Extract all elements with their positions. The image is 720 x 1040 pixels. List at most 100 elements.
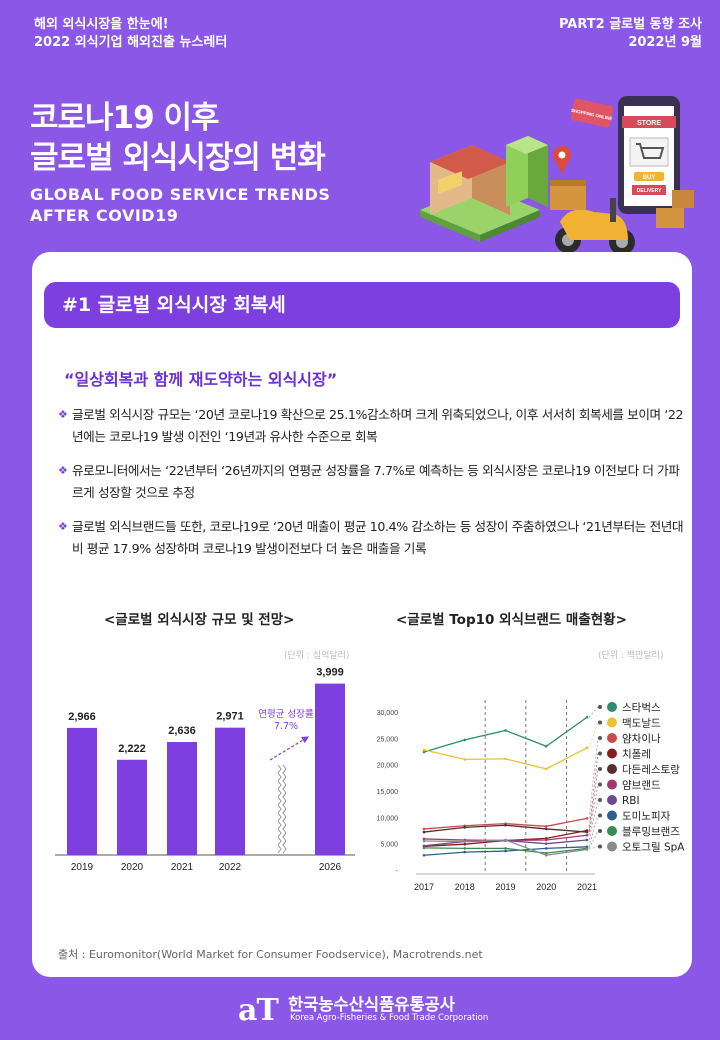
data-point (504, 849, 507, 853)
brand-sales-chart-title: <글로벌 Top10 외식브랜드 매출현황> (396, 612, 627, 628)
x-tick-label: 2021 (577, 882, 597, 892)
part-label: PART2 글로벌 동향 조사 (558, 17, 702, 32)
data-point (463, 758, 467, 761)
subtitle-line-1: GLOBAL FOOD SERVICE TRENDS (30, 185, 331, 204)
legend-dot (598, 705, 602, 709)
series-line-1 (423, 716, 588, 753)
y-tick-label: 5,000 (380, 842, 398, 849)
subtitle-line-2: AFTER COVID19 (30, 206, 179, 225)
brand-logo-icon (607, 795, 617, 805)
bar-value-label: 2,636 (168, 725, 196, 737)
legend-entry: 스타벅스 (622, 702, 661, 714)
legend-leader-line (588, 706, 599, 718)
y-tick-label: 10,000 (377, 815, 399, 822)
data-point (504, 838, 507, 842)
market-size-bar-chart: 2,966 2019 2,222 2020 2,636 2021 2,971 2022 3,99… (55, 667, 355, 873)
diamond-bullet-icon: ❖ (58, 520, 68, 533)
data-point (544, 744, 548, 748)
data-point (585, 817, 589, 820)
title-line-1: 코로나19 이후 (30, 100, 220, 136)
brand-sales-line-chart: 30,000 25,000 20,000 15,000 10,000 5,000 - 2017… (377, 700, 685, 892)
brand-logo-icon (607, 702, 617, 712)
cagr-arrow (269, 736, 310, 761)
bar-2020 (117, 759, 147, 855)
legend-entry: 오토그릴 SpA (622, 841, 685, 854)
data-point (504, 729, 507, 732)
data-point (585, 830, 589, 834)
x-tick-label: 2020 (121, 862, 144, 873)
data-point (504, 757, 507, 761)
legend-leader-line (588, 768, 599, 833)
legend-leader-line (588, 799, 599, 841)
bullet-text: 글로벌 외식시장 규모는 ‘20년 코로나19 확산으로 25.1%감소하며 크… (72, 407, 684, 444)
store-sign: STORE (637, 120, 661, 127)
data-point (504, 823, 507, 827)
bullet-item: ❖ 유로모니터에서는 ‘22년부터 ‘26년까지의 연평균 성장률을 7.7%로… (58, 460, 688, 504)
title-line-2: 글로벌 외식시장의 변화 (30, 140, 326, 176)
legend-leader-line (588, 722, 599, 748)
at-logo: aT (238, 993, 279, 1028)
axis-break-mark (277, 764, 282, 854)
data-point (463, 826, 467, 829)
legend-dot (598, 751, 602, 756)
x-tick-label: 2019 (71, 862, 94, 873)
diamond-bullet-icon: ❖ (58, 408, 68, 421)
brand-sales-chart-unit: (단위 : 백만달러) (598, 651, 664, 661)
legend-entry: 치폴레 (622, 749, 651, 761)
data-point (422, 748, 426, 752)
brand-logo-icon (607, 810, 617, 821)
legend-entry: 얌브랜드 (622, 780, 661, 792)
brand-logo-icon (607, 841, 617, 852)
section-quote: “일상회복과 함께 재도약하는 외식시장” (64, 370, 338, 389)
issue-info: PART2 글로벌 동향 조사 2022년 9월 (559, 16, 702, 52)
data-point (463, 840, 467, 843)
brand-logo-icon (607, 733, 617, 743)
data-point (585, 833, 589, 837)
data-point (463, 738, 467, 742)
y-tick-label: 15,000 (377, 789, 399, 796)
bullet-item: ❖ 글로벌 외식브랜드들 또한, 코로나19로 ‘20년 매출이 평균 10.4… (58, 516, 688, 560)
bullet-text: 글로벌 외식브랜드들 또한, 코로나19로 ‘20년 매출이 평균 10.4% … (72, 519, 684, 556)
data-point (544, 847, 548, 850)
legend-dot (598, 844, 602, 849)
x-tick-label: 2020 (536, 882, 556, 892)
brand-logo-icon (607, 748, 617, 759)
data-point (463, 842, 467, 846)
y-tick-label: 30,000 (377, 710, 399, 717)
bar-value-label: 2,966 (68, 711, 96, 723)
data-point (544, 842, 548, 845)
x-tick-label: 2019 (495, 882, 515, 892)
bar-value-label: 2,222 (118, 743, 146, 755)
legend-entry: RBI (622, 795, 640, 807)
data-point (422, 839, 426, 843)
data-point (422, 853, 426, 857)
delivery-store-illustration: STORE BUY DELIVERY SHOPPING ONLINE (420, 96, 694, 255)
delivery-label: DELIVERY (637, 188, 662, 194)
legend-entry: 맥도날드 (622, 718, 661, 730)
y-tick-label: 20,000 (377, 763, 399, 770)
data-point (422, 827, 426, 831)
y-tick-label: - (396, 868, 399, 875)
cagr-label: 연평균 성장률 (258, 709, 314, 720)
data-point (544, 853, 548, 857)
legend-leader-line (588, 784, 599, 836)
legend-dot (598, 720, 602, 725)
data-point (504, 847, 507, 850)
bar-value-label: 3,999 (316, 667, 344, 679)
brand-logo-icon (607, 764, 617, 774)
bar-2022 (215, 727, 245, 855)
legend-dot (598, 782, 602, 787)
data-point (544, 827, 548, 831)
data-point (422, 844, 426, 848)
x-tick-label: 2017 (414, 882, 434, 892)
brand-logo-icon (607, 826, 617, 836)
page-title: 코로나19 이후 글로벌 외식시장의 변화 (30, 98, 326, 178)
axis-break-mark (282, 764, 287, 854)
x-tick-label: 2022 (219, 862, 242, 873)
data-point (585, 848, 589, 851)
legend-leader-line (588, 815, 599, 847)
page-subtitle: GLOBAL FOOD SERVICE TRENDS AFTER COVID19 (30, 184, 330, 226)
newsletter-header: 해외 외식시장을 한눈에! 2022 외식기업 해외진출 뉴스레터 (34, 16, 227, 52)
buy-label: BUY (643, 175, 656, 181)
legend-dot (598, 767, 602, 771)
